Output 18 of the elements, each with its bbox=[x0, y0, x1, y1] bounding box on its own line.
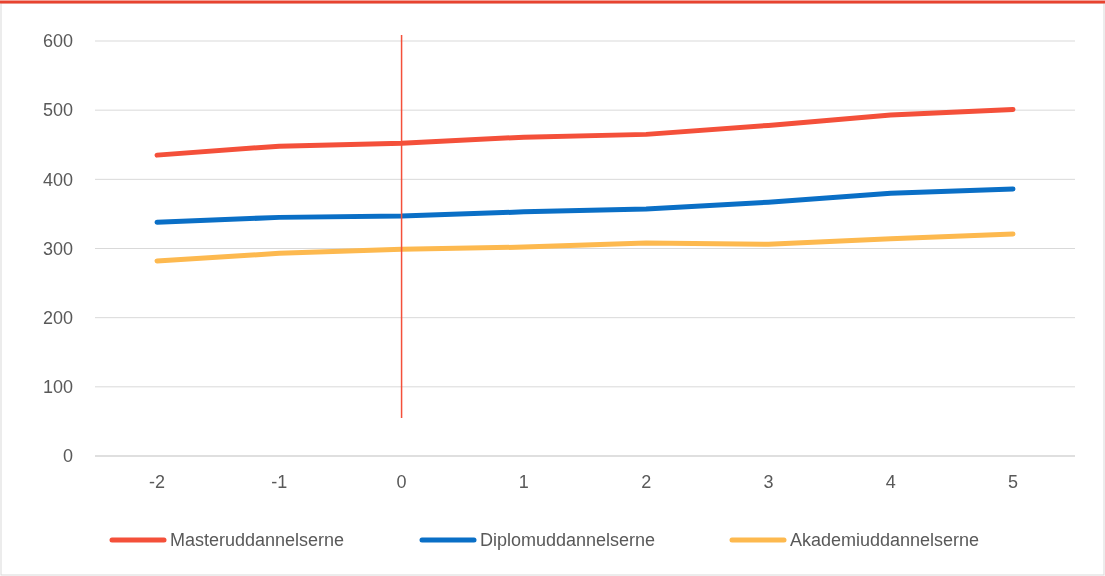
x-tick-label: 1 bbox=[518, 472, 529, 492]
y-tick-label: 400 bbox=[42, 169, 73, 190]
legend-label: Diplomuddannelserne bbox=[480, 530, 656, 551]
legend-label: Akademiuddannelserne bbox=[790, 530, 980, 551]
y-tick-label: 500 bbox=[42, 100, 73, 121]
x-tick-label: 3 bbox=[763, 472, 774, 492]
x-tick-label: -2 bbox=[148, 472, 166, 492]
y-tick-label: 200 bbox=[42, 307, 73, 328]
x-tick-label: 5 bbox=[1007, 472, 1019, 492]
y-tick-label: 300 bbox=[42, 238, 73, 259]
y-tick-label: 100 bbox=[42, 377, 73, 398]
x-tick-label: 0 bbox=[396, 472, 407, 492]
legend-label: Masteruddannelserne bbox=[170, 530, 345, 551]
y-tick-label: 0 bbox=[62, 446, 73, 467]
y-tick-label: 600 bbox=[42, 31, 73, 52]
x-tick-label: 2 bbox=[641, 472, 652, 492]
x-tick-label: -1 bbox=[271, 472, 288, 492]
x-tick-label: 4 bbox=[885, 472, 896, 492]
